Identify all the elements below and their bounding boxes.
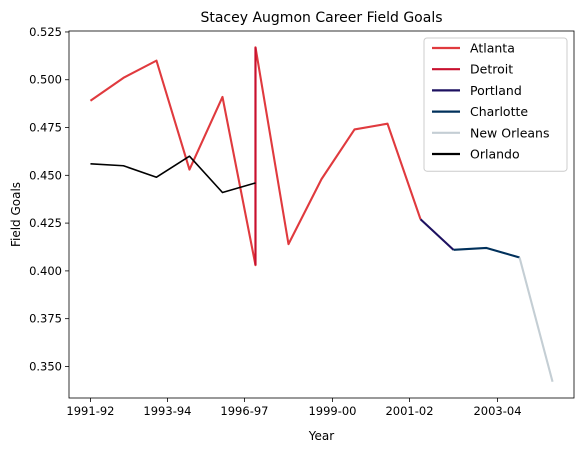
y-tick-label: 0.350 — [29, 359, 62, 373]
y-tick-label: 0.525 — [29, 25, 62, 39]
legend-label-atlanta: Atlanta — [470, 41, 515, 56]
axis-ticks: 1991-92 1993-94 1996-97 1999-00 2001-02 2003-… — [29, 25, 521, 418]
legend: Atlanta Detroit Portland Charlotte New Orlea… — [423, 37, 568, 172]
legend-label-charlotte: Charlotte — [470, 104, 528, 119]
series-line-portland — [419, 218, 455, 251]
y-tick-label: 0.500 — [29, 73, 62, 87]
x-tick-label: 1993-94 — [143, 404, 191, 418]
series-line-charlotte — [453, 246, 520, 259]
y-tick-label: 0.425 — [29, 216, 62, 230]
y-tick-label: 0.375 — [29, 312, 62, 326]
legend-label-orlando: Orlando — [470, 147, 520, 162]
x-tick-label: 2001-02 — [385, 404, 433, 418]
y-tick-label: 0.475 — [29, 121, 62, 135]
x-tick-label: 1999-00 — [308, 404, 356, 418]
plot-frame — [68, 30, 575, 399]
chart-title: Stacey Augmon Career Field Goals — [200, 10, 442, 26]
y-tick-label: 0.400 — [29, 264, 62, 278]
series-line-new-orleans — [518, 257, 554, 383]
series-lines — [89, 46, 554, 383]
x-tick-label: 1996-97 — [220, 404, 268, 418]
legend-label-portland: Portland — [470, 83, 522, 98]
x-tick-label: 2003-04 — [473, 404, 521, 418]
x-tick-label: 1991-92 — [66, 404, 114, 418]
legend-label-detroit: Detroit — [470, 62, 513, 77]
legend-label-new-orleans: New Orleans — [470, 125, 549, 140]
y-axis-label: Field Goals — [9, 182, 23, 247]
y-tick-label: 0.450 — [29, 168, 62, 182]
legend-box — [423, 37, 568, 172]
series-line-orlando — [90, 155, 256, 194]
x-axis-label: Year — [308, 429, 334, 443]
